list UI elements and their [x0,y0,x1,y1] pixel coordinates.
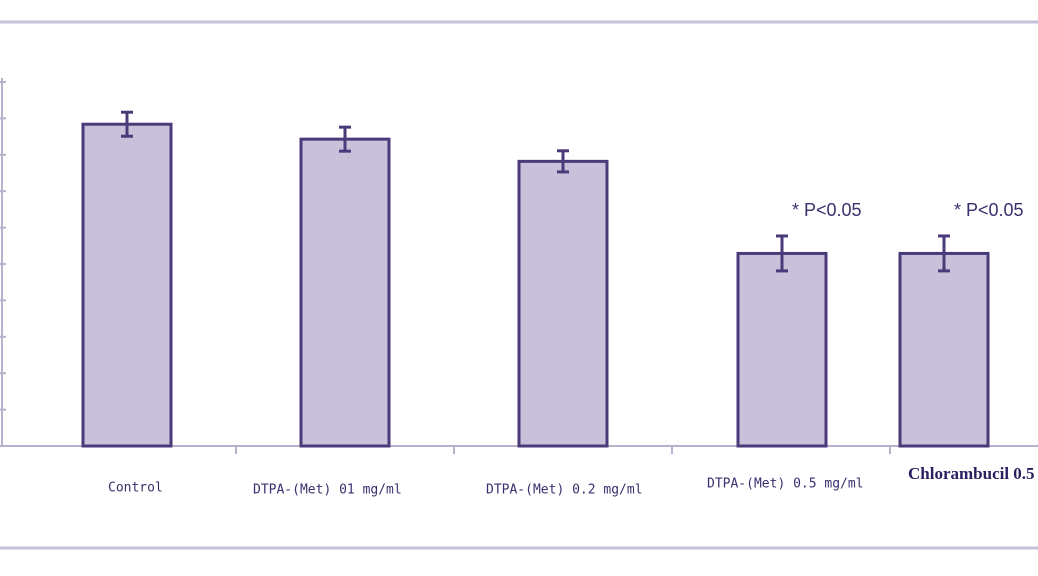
error-bar [339,125,351,153]
bar [736,251,828,448]
x-tick-label: Control [108,481,163,496]
bar [299,137,391,448]
bar [517,159,609,448]
x-tick-label: Chlorambucil 0.5 mg/ml [908,464,1038,483]
x-tick-label: DTPA-(Met) 0.5 mg/ml [707,477,864,492]
annotation: * P<0.05 [792,200,862,220]
x-tick-label: DTPA-(Met) 01 mg/ml [253,483,402,498]
error-bar [121,110,133,138]
bar [81,122,173,448]
error-bar [776,234,788,273]
x-tick-label: DTPA-(Met) 0.2 mg/ml [486,483,643,498]
annotation: * P<0.05 [954,200,1024,220]
error-bar [938,234,950,273]
error-bar [557,149,569,174]
bar [898,251,990,448]
